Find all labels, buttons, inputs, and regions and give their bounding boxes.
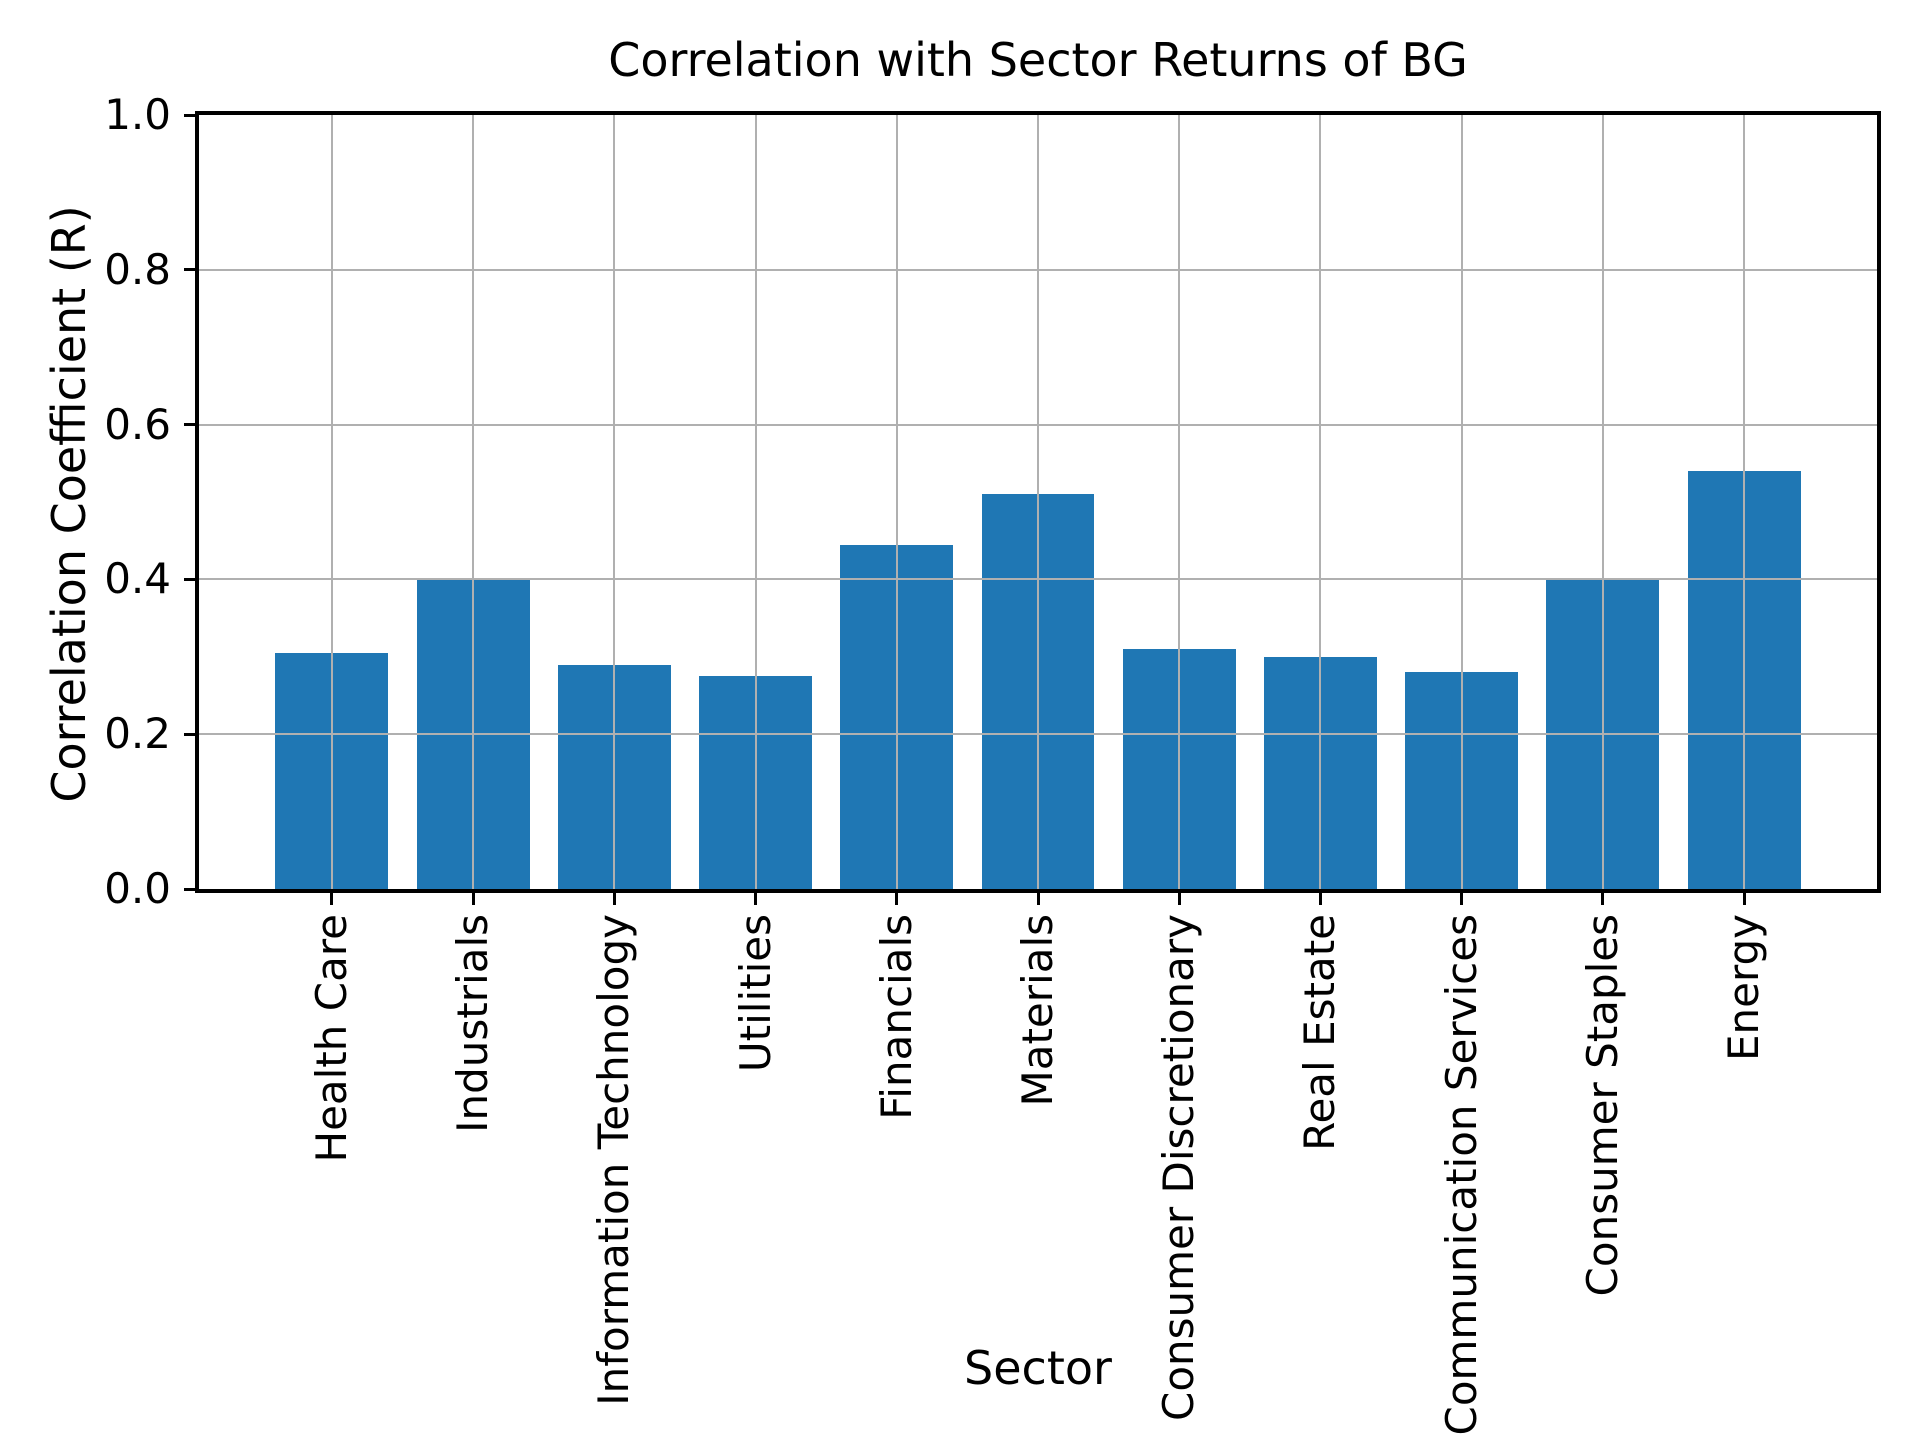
gridline-vertical [1743,115,1746,889]
x-tick [330,893,334,905]
y-tick-label: 0.6 [104,399,171,449]
y-tick [184,577,195,581]
gridline-vertical [895,115,898,889]
gridline-vertical [1601,115,1604,889]
gridline-vertical [754,115,757,889]
y-tick-label: 0.8 [104,244,171,294]
x-tick-label: Health Care [306,914,356,1163]
y-tick-label: 0.2 [104,709,171,759]
x-tick [754,893,757,905]
y-tick [184,732,195,736]
gridline-vertical [330,115,333,889]
x-tick [1318,893,1322,905]
x-tick-label: Real Estate [1295,914,1345,1151]
x-tick-label: Financials [871,914,921,1120]
x-tick-label: Materials [1013,914,1062,1107]
x-tick-label: Utilities [730,914,780,1073]
x-tick [895,893,899,905]
x-tick-label: Information Technology [589,914,639,1406]
x-axis-label: Sector [964,1341,1112,1395]
gridline-vertical [1319,115,1322,889]
x-tick [612,893,616,905]
plot-area [195,111,1881,893]
y-tick-label: 1.0 [104,90,171,139]
gridline-vertical [613,115,616,889]
x-tick [1036,893,1040,905]
y-tick [184,423,195,427]
x-tick [471,893,475,905]
gridline-vertical [1460,115,1463,889]
chart-title: Correlation with Sector Returns of BG [608,33,1468,87]
y-tick-label: 0.0 [104,864,171,913]
x-tick-label: Energy [1719,914,1769,1062]
y-tick [184,887,195,891]
x-tick-label: Consumer Discretionary [1154,914,1204,1421]
x-tick [1601,893,1605,905]
y-tick [184,268,195,272]
y-tick-label: 0.4 [104,554,171,604]
x-tick-label: Communication Services [1436,914,1486,1436]
gridline-vertical [1178,115,1181,889]
y-tick [184,113,195,117]
x-tick-label: Consumer Staples [1577,914,1627,1297]
x-tick [1177,893,1181,905]
x-tick [1742,893,1746,905]
x-tick [1460,893,1464,905]
gridline-vertical [472,115,475,889]
x-tick-label: Industrials [448,914,498,1133]
gridline-vertical [1037,115,1039,889]
